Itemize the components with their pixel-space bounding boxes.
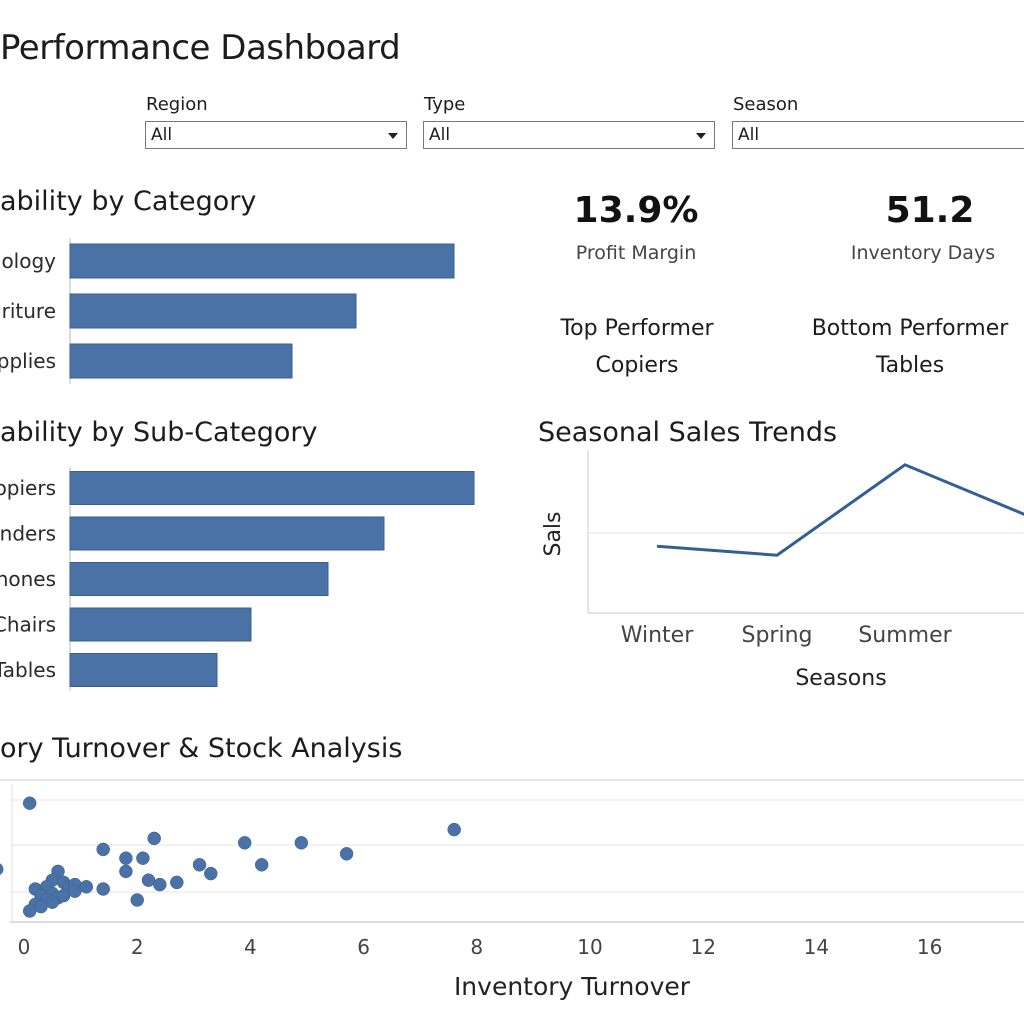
season-select[interactable]: All <box>732 121 1024 149</box>
category-bar-chart: ology riture pplies <box>0 238 455 384</box>
scatter-point <box>339 847 354 861</box>
scatter-point <box>130 893 144 907</box>
filter-label-type: Type <box>424 94 466 115</box>
scatter-tick-label: 4 <box>244 935 257 959</box>
scatter-point <box>0 863 4 875</box>
top-performer-value: Copiers <box>595 353 679 378</box>
category-bar <box>69 343 293 379</box>
scatter-tick-label: 8 <box>470 935 483 959</box>
bottom-performer: Bottom Performer Tables <box>780 310 1024 384</box>
subcategory-label: nders <box>0 522 56 546</box>
category-label: pplies <box>0 349 56 373</box>
chevron-down-icon <box>388 133 398 139</box>
subcategory-bar <box>69 653 218 687</box>
seasonal-line-chart: WinterSpringSummerFSeasonsSals <box>541 450 1024 691</box>
region-select[interactable]: All <box>145 121 407 149</box>
scatter-tick-label: 6 <box>357 935 370 959</box>
scatter-point <box>96 882 110 896</box>
scatter-point <box>141 873 156 887</box>
season-tick-label: Spring <box>742 623 813 648</box>
scatter-point <box>45 895 60 909</box>
profit-margin-value: 13.9% <box>573 190 699 231</box>
page-title: Performance Dashboard <box>0 28 401 68</box>
turnover-scatter-chart: 0 2 4 6 8 10 12 14 16 Inventory Turnover <box>0 779 1024 1001</box>
scatter-tick-label: 14 <box>804 935 829 959</box>
inventory-days-label: Inventory Days <box>850 242 996 264</box>
subcategory-label: Chairs <box>0 613 56 637</box>
region-select-value: All <box>151 125 173 145</box>
scatter-point <box>136 851 150 865</box>
scatter-point <box>79 880 94 894</box>
subcategory-bar <box>69 471 475 505</box>
scatter-point <box>204 866 218 881</box>
scatter-tick-label: 10 <box>577 935 602 959</box>
category-bar <box>69 293 357 329</box>
scatter-point <box>237 836 252 850</box>
scatter-point <box>254 858 269 872</box>
season-tick-label: Summer <box>858 623 952 648</box>
scatter-point <box>119 851 133 865</box>
profit-margin-label: Profit Margin <box>575 242 697 264</box>
scatter-point <box>119 864 133 879</box>
category-label: ology <box>1 249 56 273</box>
scatter-point <box>56 888 71 903</box>
top-performer-label: Top Performer <box>560 316 714 341</box>
subcategory-label: opiers <box>0 476 56 500</box>
scatter-x-label: Inventory Turnover <box>454 972 691 1001</box>
scatter-point <box>192 858 207 872</box>
scatter-tick-label: 2 <box>131 935 144 959</box>
scatter-point <box>294 836 309 850</box>
category-label: riture <box>2 299 56 323</box>
subcategory-label: Tables <box>0 658 56 682</box>
inventory-days-value: 51.2 <box>885 190 975 231</box>
subcategory-label: hones <box>0 567 56 591</box>
scatter-point <box>153 877 167 892</box>
scatter-tick-label: 0 <box>18 935 31 959</box>
scatter-point <box>22 796 37 810</box>
scatter-point <box>447 822 461 837</box>
subcategory-bar-chart: opiers nders hones Chairs Tables <box>0 467 475 691</box>
type-select-value: All <box>429 125 451 145</box>
scatter-point <box>34 899 48 914</box>
scatter-tick-label: 16 <box>917 935 942 959</box>
subcategory-chart-title: ability by Sub-Category <box>0 417 318 448</box>
season-y-label: Sals <box>541 511 566 556</box>
bottom-performer-label: Bottom Performer <box>811 316 1009 341</box>
category-bar <box>69 243 455 279</box>
season-x-label: Seasons <box>795 666 886 691</box>
subcategory-bar <box>69 516 385 551</box>
scatter-tick-label: 12 <box>690 935 715 959</box>
scatter-point <box>147 831 161 846</box>
scatter-chart-title: ory Turnover & Stock Analysis <box>0 733 403 764</box>
filter-label-region: Region <box>146 94 208 115</box>
scatter-point <box>68 884 82 898</box>
season-tick-label: Winter <box>621 623 694 648</box>
bottom-performer-value: Tables <box>875 353 945 378</box>
chevron-down-icon <box>696 133 706 139</box>
subcategory-bar <box>69 562 329 596</box>
top-performer: Top Performer Copiers <box>507 310 767 384</box>
subcategory-bar <box>69 607 252 642</box>
scatter-point <box>22 904 37 918</box>
season-sales-line <box>656 463 1024 557</box>
scatter-point <box>96 842 110 857</box>
filter-label-season: Season <box>733 94 799 115</box>
season-select-value: All <box>738 125 760 145</box>
scatter-point <box>170 875 184 890</box>
seasonal-chart-title: Seasonal Sales Trends <box>538 417 838 448</box>
category-chart-title: ability by Category <box>0 186 257 217</box>
type-select[interactable]: All <box>423 121 715 149</box>
